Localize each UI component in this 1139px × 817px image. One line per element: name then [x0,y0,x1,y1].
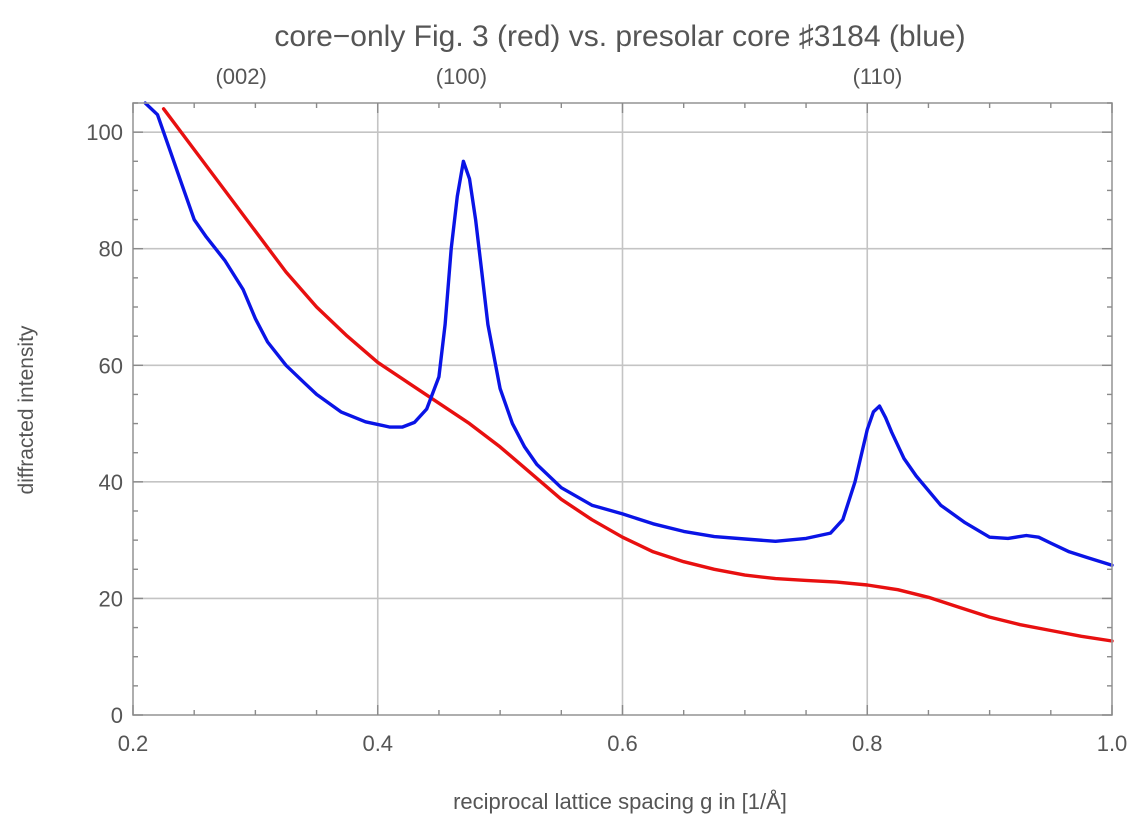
x-tick-label: 0.8 [852,731,883,756]
x-axis-label: reciprocal lattice spacing g in [1/Å] [453,789,787,814]
series-line-0 [161,107,1114,643]
y-tick-label: 20 [99,586,123,611]
y-tick-label: 100 [86,120,123,145]
annotation-layer: (002) (100) (110) [215,64,902,89]
grid-layer [133,103,1112,715]
y-axis-label: diffracted intensity [15,325,38,494]
y-tick-label: 40 [99,470,123,495]
chart-title: core−only Fig. 3 (red) vs. presolar core… [274,20,965,53]
x-tick-label: 0.6 [607,731,638,756]
series-line-1 [143,101,1114,567]
x-tick-label: 0.2 [118,731,149,756]
peak-annotation: (002) [215,64,266,89]
peak-annotation: (100) [436,64,487,89]
tick-layer: 0.2 0.4 0.6 0.8 1.0 0 20 40 60 80 100 [86,102,1128,756]
y-tick-label: 80 [99,237,123,262]
x-tick-label: 0.4 [362,731,393,756]
x-tick-label: 1.0 [1097,731,1128,756]
y-tick-label: 0 [111,703,123,728]
series-layer [143,101,1114,643]
peak-annotation: (110) [853,64,903,89]
y-tick-label: 60 [99,353,123,378]
